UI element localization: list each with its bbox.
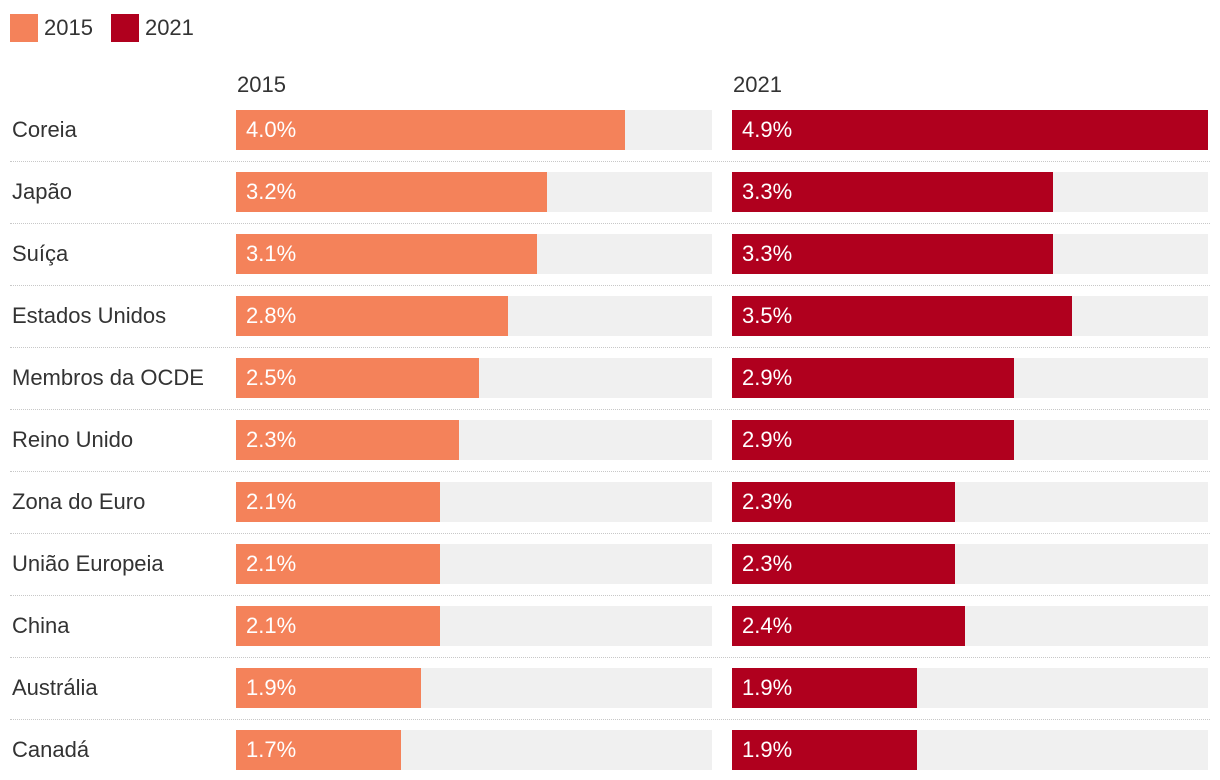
legend-label-2015: 2015 — [44, 15, 93, 40]
bar-2015 — [236, 730, 401, 770]
bar-value-label-2021: 2.4% — [742, 613, 793, 638]
bar-value-label-2021: 2.3% — [742, 551, 793, 576]
bar-2015 — [236, 668, 421, 708]
bar-track-2021: 3.3% — [732, 172, 1208, 212]
bar-value-label-2015: 2.5% — [246, 365, 297, 390]
category-label: União Europeia — [12, 551, 164, 576]
bar-track-2021: 3.5% — [732, 296, 1208, 336]
bar-value-label-2015: 2.1% — [246, 613, 297, 638]
category-label: Estados Unidos — [12, 303, 167, 328]
category-label: Membros da OCDE — [12, 365, 204, 390]
bar-2015 — [236, 358, 479, 398]
category-label: Coreia — [12, 117, 77, 142]
bar-2015 — [236, 420, 459, 460]
bar-value-label-2015: 3.2% — [246, 179, 297, 204]
bar-track-2021: 1.9% — [732, 730, 1208, 770]
bar-2015 — [236, 544, 440, 584]
legend: 2015 2021 — [10, 13, 212, 43]
bar-value-label-2015: 1.9% — [246, 675, 297, 700]
category-label: Japão — [12, 179, 72, 204]
bar-2015 — [236, 234, 537, 274]
row-divider — [10, 161, 1210, 162]
bar-track-2021: 2.3% — [732, 482, 1208, 522]
bar-track-2015: 1.7% — [236, 730, 712, 770]
row-divider — [10, 595, 1210, 596]
row-divider — [10, 657, 1210, 658]
bar-2021 — [732, 420, 1014, 460]
bar-value-label-2015: 2.1% — [246, 551, 297, 576]
bar-track-2015: 3.2% — [236, 172, 712, 212]
bar-value-label-2021: 1.9% — [742, 737, 793, 762]
bar-value-label-2021: 3.3% — [742, 241, 793, 266]
category-label: Canadá — [12, 737, 90, 762]
legend-item-2015: 2015 — [10, 14, 93, 42]
bar-2015 — [236, 110, 625, 150]
row-divider — [10, 471, 1210, 472]
bar-value-label-2015: 2.8% — [246, 303, 297, 328]
bar-value-label-2015: 3.1% — [246, 241, 297, 266]
category-label: China — [12, 613, 70, 638]
bar-value-label-2021: 2.3% — [742, 489, 793, 514]
row-divider — [10, 347, 1210, 348]
row-divider — [10, 719, 1210, 720]
bar-2015 — [236, 606, 440, 646]
bar-track-2015: 2.5% — [236, 358, 712, 398]
legend-swatch-2015 — [10, 14, 38, 42]
legend-swatch-2021 — [110, 14, 139, 42]
bar-value-label-2021: 4.9% — [742, 117, 793, 142]
bar-track-2015: 2.1% — [236, 482, 712, 522]
bar-value-label-2021: 1.9% — [742, 675, 793, 700]
bar-2021 — [732, 110, 1208, 150]
bar-value-label-2015: 1.7% — [246, 737, 297, 762]
row-divider — [10, 223, 1210, 224]
bar-track-2021: 2.4% — [732, 606, 1208, 646]
bar-track-2021: 2.3% — [732, 544, 1208, 584]
bar-track-2015: 2.1% — [236, 544, 712, 584]
bar-value-label-2015: 2.3% — [246, 427, 297, 452]
row-divider — [10, 409, 1210, 410]
bar-value-label-2021: 3.3% — [742, 179, 793, 204]
bar-track-2021: 1.9% — [732, 668, 1208, 708]
bar-2021 — [732, 358, 1014, 398]
bar-2021 — [732, 296, 1072, 336]
bar-track-2021: 4.9% — [732, 110, 1208, 150]
row-divider — [10, 533, 1210, 534]
bar-value-label-2021: 2.9% — [742, 365, 793, 390]
bar-value-label-2021: 2.9% — [742, 427, 793, 452]
bar-track-2015: 4.0% — [236, 110, 712, 150]
bar-value-label-2015: 4.0% — [246, 117, 297, 142]
bar-2021 — [732, 172, 1053, 212]
bar-2015 — [236, 482, 440, 522]
bar-2021 — [732, 668, 917, 708]
bar-track-2021: 2.9% — [732, 358, 1208, 398]
bar-track-2015: 3.1% — [236, 234, 712, 274]
bar-2021 — [732, 606, 965, 646]
bar-2015 — [236, 296, 508, 336]
bar-2021 — [732, 234, 1053, 274]
legend-item-2021: 2021 — [110, 14, 194, 42]
row-divider — [10, 285, 1210, 286]
legend-label-2021: 2021 — [144, 15, 194, 40]
category-label: Zona do Euro — [12, 489, 146, 514]
category-label: Austrália — [12, 675, 98, 700]
category-label: Reino Unido — [12, 427, 134, 452]
bar-2021 — [732, 730, 917, 770]
bar-track-2015: 1.9% — [236, 668, 712, 708]
bar-value-label-2015: 2.1% — [246, 489, 297, 514]
bar-2015 — [236, 172, 547, 212]
bar-2021 — [732, 544, 955, 584]
column-header-2015: 2015 — [237, 72, 286, 97]
bar-value-label-2021: 3.5% — [742, 303, 793, 328]
column-header-2021: 2021 — [733, 72, 782, 97]
category-label: Suíça — [12, 241, 69, 266]
bar-2021 — [732, 482, 955, 522]
bar-track-2021: 2.9% — [732, 420, 1208, 460]
bar-track-2015: 2.1% — [236, 606, 712, 646]
bar-track-2021: 3.3% — [732, 234, 1208, 274]
bar-track-2015: 2.3% — [236, 420, 712, 460]
bar-track-2015: 2.8% — [236, 296, 712, 336]
